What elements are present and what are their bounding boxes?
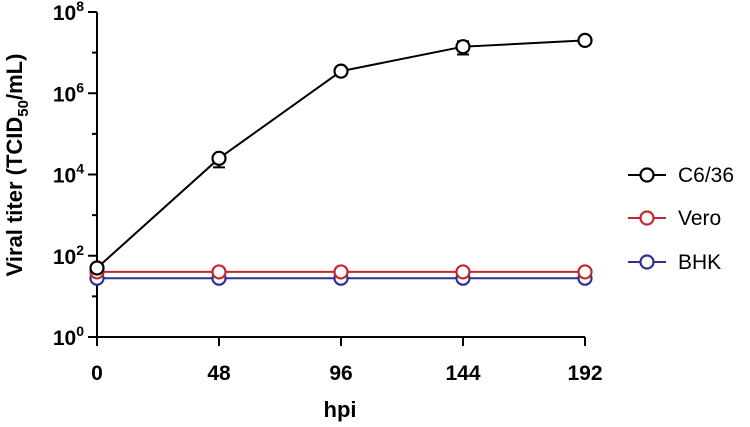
legend: C6/36 Vero BHK: [628, 164, 734, 274]
data-point: [577, 264, 593, 280]
y-tick-label-base: 10: [53, 327, 76, 350]
series-c6-36: [89, 32, 593, 276]
y-axis-title: Viral titer (TCID50/mL): [2, 54, 32, 277]
x-tick-label: 0: [91, 362, 103, 385]
legend-item: Vero: [628, 207, 721, 230]
y-tick-label-exponent: 2: [76, 242, 84, 258]
y-axis-title-suffix: /mL): [2, 54, 27, 100]
legend-swatch-marker: [639, 167, 655, 183]
x-tick-label: 96: [329, 362, 352, 385]
y-axis-title-prefix: Viral titer (TCID: [2, 117, 27, 277]
legend-label: Vero: [678, 207, 721, 230]
data-point: [455, 39, 471, 55]
x-tick-label: 192: [567, 362, 602, 385]
legend-label: C6/36: [678, 164, 734, 187]
x-tick-label: 144: [445, 362, 480, 385]
y-tick-label: 102: [53, 242, 84, 269]
y-tick-label: 106: [53, 79, 84, 106]
y-tick-label-exponent: 4: [76, 161, 84, 177]
axes: [96, 12, 585, 338]
x-axis-title: hpi: [324, 397, 357, 422]
data-point: [333, 264, 349, 280]
data-point: [455, 264, 471, 280]
y-tick-label: 100: [53, 323, 84, 350]
data-point: [211, 150, 227, 166]
y-tick-label-base: 10: [53, 165, 76, 188]
data-point: [333, 63, 349, 79]
y-axis-title-subscript: 50: [15, 100, 32, 117]
plot-series: [89, 32, 593, 286]
y-tick-label: 104: [53, 161, 84, 188]
legend-label: BHK: [678, 251, 721, 274]
y-tick-label: 108: [53, 0, 84, 25]
y-tick-label-exponent: 8: [76, 0, 84, 14]
y-tick-label-exponent: 0: [76, 323, 84, 339]
legend-item: C6/36: [628, 164, 734, 187]
legend-item: BHK: [628, 251, 721, 274]
data-point: [577, 32, 593, 48]
x-ticks: 0 48 96 144 192: [91, 337, 603, 385]
legend-swatch-marker: [639, 254, 655, 270]
series-vero: [89, 264, 593, 280]
y-tick-label-base: 10: [53, 246, 76, 269]
legend-swatch-marker: [639, 210, 655, 226]
y-tick-label-base: 10: [53, 2, 76, 25]
x-tick-label: 48: [207, 362, 231, 385]
y-tick-label-exponent: 6: [76, 79, 84, 95]
data-point: [211, 264, 227, 280]
data-point: [89, 260, 105, 276]
y-tick-label-base: 10: [53, 83, 76, 106]
svg-text:Viral titer (TCID50/mL): Viral titer (TCID50/mL): [2, 54, 32, 277]
